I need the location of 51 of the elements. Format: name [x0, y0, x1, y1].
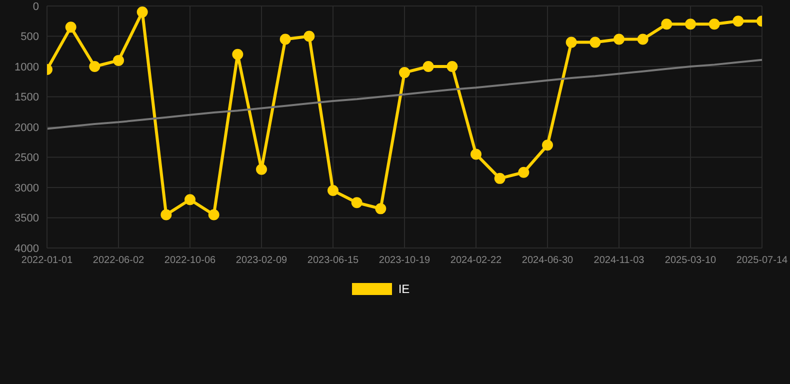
- x-tick-label: 2022-06-02: [92, 255, 145, 266]
- point: [685, 18, 696, 30]
- point: [375, 203, 386, 214]
- point: [280, 34, 291, 45]
- point: [136, 6, 148, 18]
- y-tick-label: 2500: [14, 152, 39, 164]
- point: [208, 209, 220, 220]
- y-tick-label: 2000: [14, 122, 39, 134]
- y-tick-label: 4000: [14, 242, 39, 255]
- legend-label: IE: [398, 282, 410, 296]
- x-tick-label: 2023-02-09: [236, 255, 288, 266]
- point: [470, 148, 482, 160]
- point: [399, 67, 410, 78]
- point: [708, 18, 720, 30]
- point: [732, 16, 744, 27]
- point: [661, 18, 672, 30]
- y-tick-label: 1000: [14, 61, 39, 74]
- x-tick-label: 2023-10-19: [378, 255, 431, 266]
- point: [328, 185, 338, 196]
- point: [422, 61, 434, 72]
- y-tick-label: 3500: [14, 212, 39, 225]
- point: [113, 54, 124, 66]
- point: [446, 61, 458, 72]
- point: [256, 164, 267, 175]
- y-tick-label: 0: [32, 0, 39, 13]
- x-tick-label: 2025-07-14: [736, 255, 788, 266]
- x-tick-label: 2025-03-10: [664, 255, 717, 266]
- point: [65, 22, 76, 33]
- point: [566, 36, 577, 48]
- point: [89, 61, 100, 72]
- x-tick-label: 2024-02-22: [450, 255, 502, 266]
- point: [637, 34, 648, 45]
- point: [542, 140, 553, 151]
- x-tick-label: 2022-01-01: [21, 255, 74, 266]
- x-tick-label: 2022-10-06: [164, 255, 216, 266]
- y-tick-label: 3000: [14, 182, 39, 194]
- point: [160, 209, 172, 220]
- point: [614, 34, 624, 45]
- point: [494, 172, 506, 184]
- x-tick-label: 2024-11-03: [594, 255, 645, 266]
- x-tick-label: 2024-06-30: [522, 255, 574, 266]
- y-tick-label: 500: [20, 31, 39, 44]
- point: [351, 197, 362, 208]
- point: [518, 166, 530, 178]
- y-tick-label: 1500: [14, 92, 39, 104]
- point: [184, 194, 196, 206]
- line-series: [47, 58, 762, 130]
- point: [232, 48, 244, 60]
- point: [304, 30, 315, 42]
- point: [590, 36, 601, 48]
- x-tick-label: 2023-06-15: [307, 255, 360, 266]
